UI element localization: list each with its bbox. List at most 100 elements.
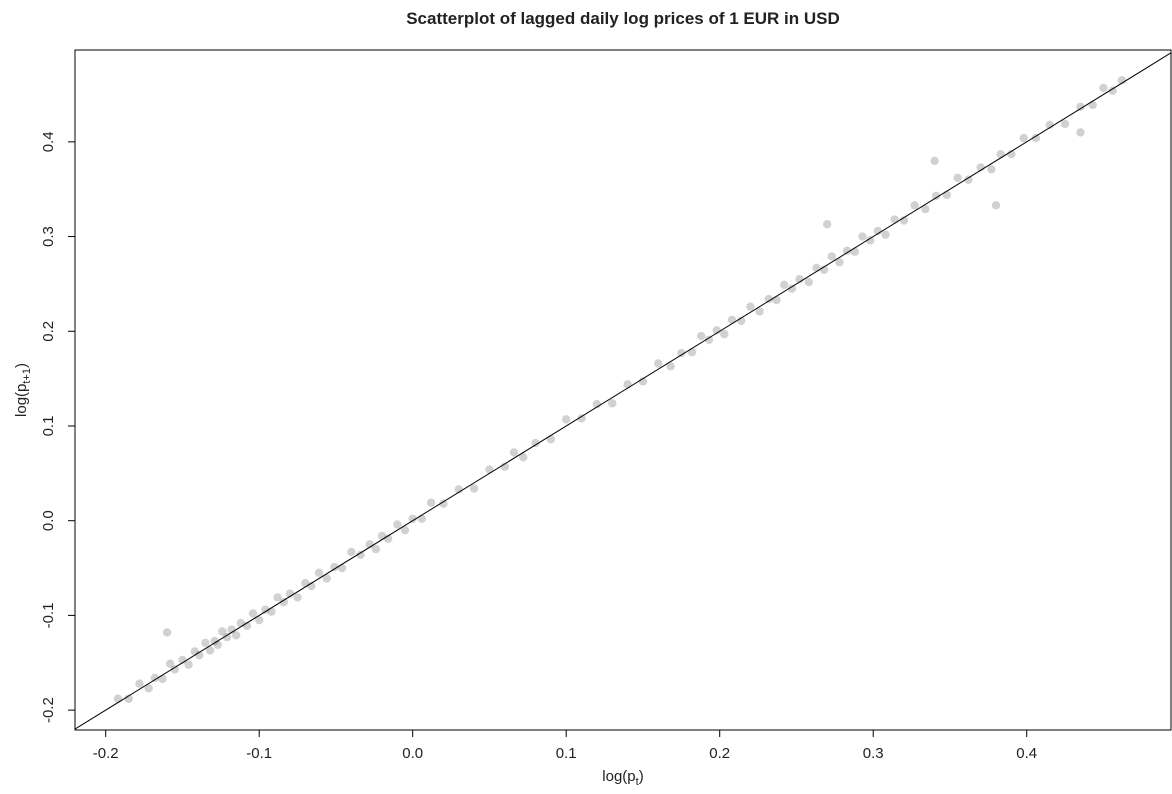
point (822, 220, 832, 229)
point (787, 284, 797, 293)
point (720, 329, 729, 339)
point (1019, 133, 1028, 143)
point (562, 415, 571, 424)
x-tick-label: 0.4 (1016, 745, 1037, 762)
point (485, 465, 494, 474)
point (408, 514, 417, 524)
point (1031, 133, 1041, 143)
y-axis-label: log(pt+1) (13, 363, 33, 417)
point (704, 335, 714, 345)
plot-frame (74, 49, 1172, 731)
point (469, 484, 479, 493)
x-tick-label: 0.1 (556, 745, 577, 762)
point (509, 448, 519, 457)
point (890, 215, 899, 224)
x-tick-label: 0.2 (709, 745, 730, 762)
point (666, 362, 675, 371)
point (165, 659, 175, 668)
point (439, 499, 448, 508)
point (697, 331, 706, 341)
x-tick-label: 0.0 (402, 745, 423, 762)
point (113, 694, 123, 703)
y-tick-label: 0.1 (40, 416, 57, 437)
point (654, 359, 663, 368)
point (255, 615, 264, 625)
point (881, 230, 890, 239)
x-label-base: log(p (602, 768, 635, 785)
point (953, 173, 962, 183)
point (261, 605, 270, 614)
point (942, 190, 952, 200)
point (393, 520, 402, 529)
point (158, 674, 167, 684)
point (330, 562, 339, 572)
point (400, 525, 410, 535)
point (964, 175, 973, 184)
point (991, 201, 1001, 210)
point (687, 347, 697, 357)
point (931, 191, 941, 201)
y-tick-label: -0.1 (40, 602, 57, 628)
x-tick-label: -0.2 (93, 745, 119, 762)
point (812, 263, 821, 273)
point (577, 414, 586, 423)
points (75, 52, 1171, 730)
chart-title: Scatterplot of lagged daily log prices o… (406, 9, 840, 28)
y-label-base: log(p (13, 384, 30, 417)
point (222, 632, 232, 642)
y-tick-label: 0.4 (40, 131, 57, 152)
point (865, 236, 875, 245)
point (347, 547, 356, 557)
point (1099, 83, 1108, 93)
point (184, 660, 193, 669)
x-label-sub: t (636, 776, 639, 788)
point (1088, 100, 1097, 110)
point (417, 514, 427, 524)
point (248, 609, 258, 618)
point (850, 247, 859, 256)
point (170, 665, 179, 674)
point (764, 294, 774, 304)
point (162, 628, 172, 637)
point (356, 550, 365, 559)
point (546, 435, 556, 444)
point (531, 438, 540, 448)
point (322, 574, 331, 583)
y-label-sub: t+1 (21, 368, 33, 384)
point (746, 302, 755, 311)
point (779, 280, 789, 290)
point (218, 627, 227, 636)
y-tick-label: 0.0 (40, 510, 57, 531)
point (1108, 86, 1117, 95)
point (519, 453, 528, 462)
y-tick-label: 0.2 (40, 321, 57, 342)
point (755, 307, 764, 316)
point (144, 684, 153, 693)
point (827, 252, 836, 261)
point (835, 257, 844, 267)
point (279, 597, 288, 607)
point (987, 165, 996, 174)
point (426, 498, 436, 507)
point (910, 201, 919, 210)
y-label-close: ) (13, 363, 30, 368)
point (677, 348, 686, 358)
point (1076, 102, 1085, 112)
y-tick-label: -0.2 (40, 697, 57, 723)
x-axis-label: log(pt) (602, 768, 643, 788)
point (267, 607, 276, 616)
point (293, 593, 302, 602)
point (314, 568, 324, 577)
point (1060, 119, 1070, 129)
point (371, 544, 381, 554)
point (213, 640, 222, 649)
x-tick-label: 0.3 (863, 745, 884, 762)
point (1076, 128, 1085, 137)
y-tick-label: 0.3 (40, 226, 57, 247)
point (150, 673, 160, 683)
point (205, 646, 215, 655)
point (623, 380, 632, 389)
x-label-close: ) (639, 768, 644, 785)
reference-line (75, 52, 1171, 730)
